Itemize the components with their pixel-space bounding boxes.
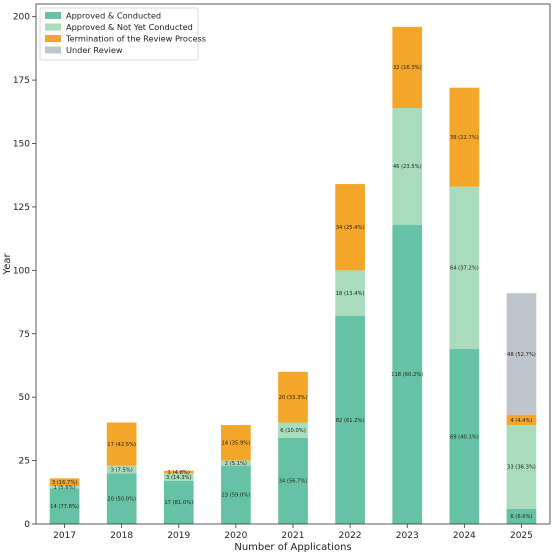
data-label: 18 (13.4%) xyxy=(336,291,365,297)
y-axis-label: Year xyxy=(2,253,13,276)
y-tick-label: 100 xyxy=(13,266,30,276)
legend-swatch xyxy=(45,23,61,31)
bar-segment xyxy=(506,293,537,415)
bar-segment xyxy=(278,437,308,524)
data-labels-layer: 14 (77.8%) 1 (5.6%)3 (16.7%) 20 (50.0%) 3 (… xyxy=(50,65,536,520)
data-label: 48 (52.7%) xyxy=(507,352,536,358)
x-tick-label: 2025 xyxy=(510,531,533,541)
data-label: 17 (81.0%) xyxy=(164,500,193,506)
y-tick-label: 125 xyxy=(13,203,30,213)
data-label: 17 (42.5%) xyxy=(107,442,136,448)
y-tick-label: 75 xyxy=(19,330,30,340)
bar-segment xyxy=(221,460,251,466)
x-tick-label: 2022 xyxy=(339,531,362,541)
legend-swatch xyxy=(45,12,61,19)
axes-layer: 0 25 50 75 100 125 150 175 200 2017 2018 2019 2020 20… xyxy=(13,13,533,541)
data-label: 6 (6.6%) xyxy=(510,514,532,520)
data-label: 23 (59.0%) xyxy=(221,493,250,499)
legend-box xyxy=(39,7,199,61)
bar-segment xyxy=(392,224,423,524)
legend-entry-label: Termination of the Review Process xyxy=(65,34,206,44)
y-tick-label: 0 xyxy=(24,520,30,530)
bar-segment xyxy=(449,348,480,524)
y-tick-label: 50 xyxy=(19,393,31,403)
x-tick-label: 2020 xyxy=(224,531,247,541)
bar-segment xyxy=(106,422,137,466)
bar-segment xyxy=(449,186,480,349)
bars-layer xyxy=(49,26,537,524)
data-label: 64 (37.2%) xyxy=(450,266,479,272)
data-label: 14 (35.9%) xyxy=(221,441,250,447)
x-tick-label: 2017 xyxy=(53,531,76,541)
data-label: 32 (16.3%) xyxy=(393,65,422,71)
bar-segment xyxy=(221,425,251,461)
x-tick-label: 2023 xyxy=(396,531,419,541)
legend-swatch xyxy=(45,46,61,54)
bar-segment xyxy=(506,508,537,524)
bar-segment xyxy=(335,184,365,271)
data-label: 20 (50.0%) xyxy=(107,496,136,502)
bar-segment xyxy=(221,465,251,524)
bar-segment xyxy=(106,465,137,474)
data-label: 3 (16.7%) xyxy=(52,480,77,486)
bar-segment xyxy=(335,270,365,316)
data-label: 3 (7.5%) xyxy=(111,467,133,473)
data-label: 4 (4.4%) xyxy=(510,418,532,424)
data-label: 69 (40.1%) xyxy=(450,434,479,440)
bar-segment xyxy=(49,478,80,486)
y-tick-label: 200 xyxy=(13,13,30,23)
bar-segment xyxy=(49,488,80,524)
data-label: 33 (36.3%) xyxy=(507,465,536,471)
bar-segment xyxy=(163,470,194,474)
bar-segment xyxy=(278,422,308,438)
x-tick-label: 2019 xyxy=(167,531,190,541)
x-tick-label: 2021 xyxy=(282,531,305,541)
data-label: 1 (4.8%) xyxy=(168,470,190,476)
legend-entry-label: Under Review xyxy=(66,45,123,55)
legend-swatch xyxy=(45,35,61,42)
data-label: 34 (56.7%) xyxy=(279,479,308,485)
data-label: 14 (77.8%) xyxy=(50,504,79,510)
bar-segment xyxy=(392,26,423,108)
data-label: 6 (10.0%) xyxy=(280,428,305,434)
legend-entry-label: Approved & Conducted xyxy=(66,11,161,21)
bar-segment xyxy=(335,316,365,524)
data-label: 46 (23.5%) xyxy=(393,164,422,170)
bar-segment xyxy=(506,425,537,509)
y-tick-label: 175 xyxy=(13,76,30,86)
bar-segment xyxy=(506,414,537,426)
bar-segment xyxy=(449,87,480,187)
bar-segment xyxy=(278,371,308,423)
x-axis-label: Number of Applications xyxy=(234,542,351,553)
data-label: 39 (22.7%) xyxy=(450,135,479,141)
data-label: 2 (5.1%) xyxy=(225,461,247,467)
data-label: 1 (5.6%) xyxy=(53,485,75,491)
data-label: 82 (61.2%) xyxy=(336,418,365,424)
data-label: 20 (33.3%) xyxy=(279,395,308,401)
data-label: 34 (25.4%) xyxy=(336,225,365,231)
bar-segment xyxy=(163,473,194,481)
bar-segment xyxy=(106,473,137,524)
bar-segment xyxy=(392,108,423,225)
bar-segment xyxy=(49,485,80,489)
x-tick-label: 2024 xyxy=(453,531,476,541)
bar-segment xyxy=(163,480,194,524)
data-label: 3 (14.3%) xyxy=(166,475,191,481)
data-label: 118 (60.2%) xyxy=(391,372,423,378)
legend-entry-label: Approved & Not Yet Conducted xyxy=(66,22,193,32)
x-tick-label: 2018 xyxy=(110,531,133,541)
y-tick-label: 25 xyxy=(19,457,30,467)
y-tick-label: 150 xyxy=(13,140,30,150)
